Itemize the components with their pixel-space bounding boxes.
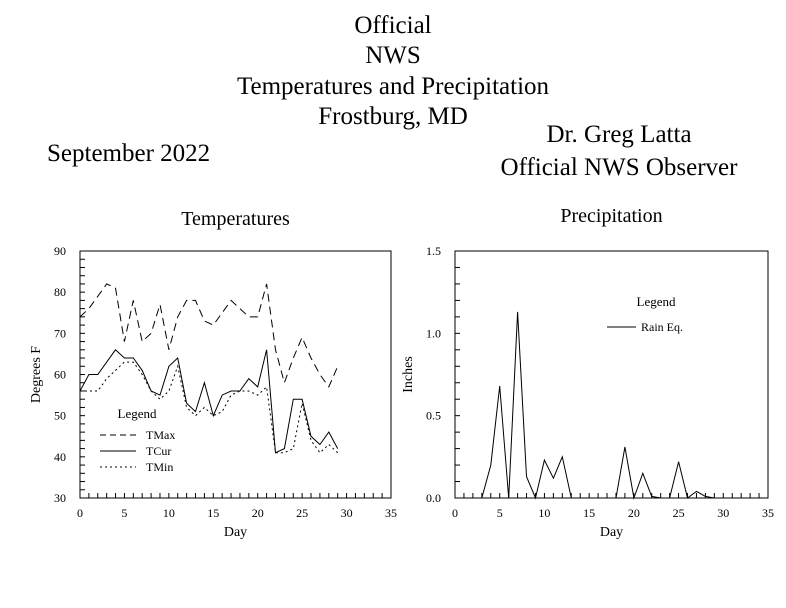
- precip-x-tick-label: 20: [628, 506, 640, 520]
- precip-plot-frame: [454, 250, 769, 499]
- temp-series-tcur: [79, 349, 339, 454]
- temp-y-tick-label: 60: [54, 368, 66, 382]
- precip-legend-label: Rain Eq.: [641, 320, 683, 334]
- temp-y-tick-label: 70: [54, 326, 66, 340]
- temp-y-tick-label: 30: [54, 491, 66, 505]
- temp-legend-title: Legend: [118, 406, 157, 421]
- precip-y-tick-label: 0.5: [426, 409, 441, 423]
- observer-title: Official NWS Observer: [500, 154, 738, 181]
- temp-y-tick-label: 50: [54, 409, 66, 423]
- precip-y-tick-label: 0.0: [426, 491, 441, 505]
- temp-x-tick-label: 30: [341, 506, 353, 520]
- temp-y-axis-label: Degrees F: [29, 346, 44, 403]
- observer-name: Dr. Greg Latta: [546, 121, 692, 148]
- precip-y-axis-label: Inches: [401, 356, 416, 393]
- precip-x-tick-label: 35: [762, 506, 774, 520]
- precip-y-tick-label: 1.5: [426, 244, 441, 258]
- temp-x-tick-label: 0: [77, 506, 83, 520]
- precip-x-tick-label: 25: [673, 506, 685, 520]
- precip-x-axis-label: Day: [600, 525, 623, 540]
- page-title-line-3: Temperatures and Precipitation: [236, 73, 550, 100]
- temp-series-tmax: [79, 283, 339, 388]
- temp-x-axis-label: Day: [224, 525, 247, 540]
- temp-y-tick-label: 40: [54, 450, 66, 464]
- precip-x-tick-label: 30: [717, 506, 729, 520]
- temp-y-tick-label: 80: [54, 285, 66, 299]
- temp-legend-label: TMax: [146, 428, 175, 442]
- temp-plot-frame: [79, 250, 392, 499]
- precip-legend-title: Legend: [637, 294, 676, 309]
- temp-series-tmin: [80, 361, 339, 454]
- temp-x-tick-label: 20: [252, 506, 264, 520]
- temp-x-tick-label: 5: [121, 506, 127, 520]
- precip-x-tick-label: 0: [452, 506, 458, 520]
- month-label: September 2022: [47, 140, 211, 167]
- page-title-line-1: Official: [354, 12, 432, 39]
- precip-chart-title: Precipitation: [560, 205, 662, 227]
- precip-x-tick-label: 5: [497, 506, 503, 520]
- page-title-line-2: NWS: [365, 42, 421, 69]
- temp-x-tick-label: 35: [385, 506, 397, 520]
- precip-series-rain-eq-: [455, 311, 724, 500]
- temp-y-tick-label: 90: [54, 244, 66, 258]
- temp-legend-label: TMin: [146, 460, 173, 474]
- precip-y-tick-label: 1.0: [426, 326, 441, 340]
- precip-x-tick-label: 10: [538, 506, 550, 520]
- temp-legend-label: TCur: [146, 444, 171, 458]
- page-title-line-4: Frostburg, MD: [318, 103, 468, 130]
- temp-x-tick-label: 25: [296, 506, 308, 520]
- temp-x-tick-label: 10: [163, 506, 175, 520]
- temp-chart-title: Temperatures: [181, 208, 290, 230]
- precip-x-tick-label: 15: [583, 506, 595, 520]
- temp-x-tick-label: 15: [207, 506, 219, 520]
